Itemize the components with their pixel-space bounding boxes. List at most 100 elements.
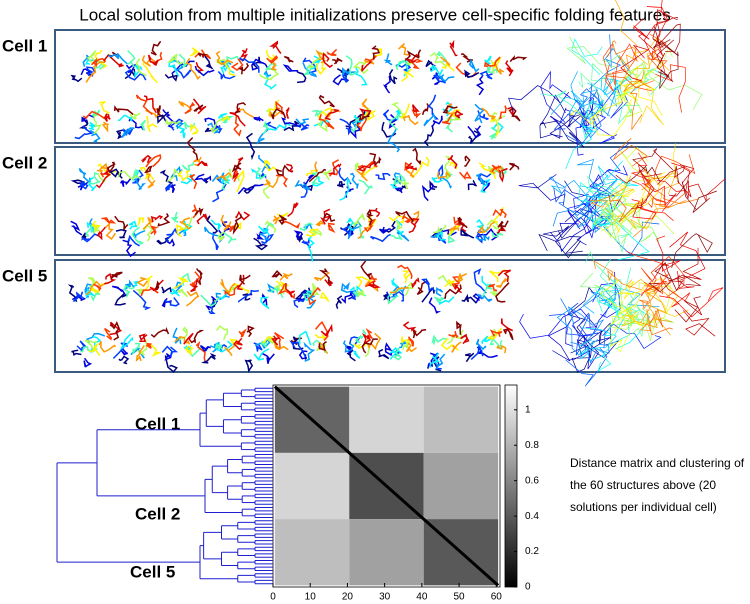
structure-trace xyxy=(607,305,651,350)
structure-trace xyxy=(168,288,180,297)
structure-trace xyxy=(551,176,589,208)
structure-trace xyxy=(240,48,249,62)
structure-trace xyxy=(180,173,194,185)
structure-trace xyxy=(416,280,428,296)
structure-trace xyxy=(509,162,520,171)
structure-trace xyxy=(582,286,616,314)
structure-trace xyxy=(467,179,478,191)
structure-trace xyxy=(392,290,405,302)
structure-trace xyxy=(314,333,328,341)
structure-trace xyxy=(479,70,493,80)
structure-trace xyxy=(653,23,681,52)
structure-trace xyxy=(298,330,312,346)
structure-trace xyxy=(195,340,206,362)
structure-trace xyxy=(326,48,338,56)
structure-trace xyxy=(170,184,176,193)
structure-trace xyxy=(583,165,628,207)
structure-trace xyxy=(135,94,153,115)
x-tick-label: 60 xyxy=(491,592,503,603)
structure-trace xyxy=(587,78,618,108)
structure-trace xyxy=(236,274,245,291)
structure-trace xyxy=(361,338,378,354)
structure-trace xyxy=(350,118,359,134)
structure-trace xyxy=(407,210,420,223)
structure-trace xyxy=(646,177,699,204)
structure-trace xyxy=(165,117,182,126)
structure-trace xyxy=(639,308,673,332)
structure-trace xyxy=(285,107,290,119)
structure-trace xyxy=(190,124,199,135)
heatmap-block xyxy=(349,519,424,586)
structure-trace xyxy=(352,61,369,75)
structure-trace xyxy=(364,55,377,63)
structure-trace xyxy=(341,290,354,304)
structure-trace xyxy=(345,186,354,198)
structure-trace xyxy=(261,352,275,364)
structure-trace xyxy=(74,125,94,140)
structure-trace xyxy=(71,349,82,357)
structure-trace xyxy=(485,327,502,340)
structure-trace xyxy=(132,229,146,238)
structure-trace xyxy=(302,62,318,78)
structure-trace xyxy=(231,162,242,173)
structure-trace xyxy=(490,165,508,178)
structure-trace xyxy=(89,129,101,143)
structure-trace xyxy=(269,40,282,54)
structure-trace xyxy=(139,119,147,131)
structure-trace xyxy=(674,296,703,323)
structure-trace xyxy=(429,52,447,67)
structure-trace xyxy=(440,56,451,67)
structure-trace xyxy=(390,234,403,241)
structure-trace xyxy=(176,169,190,182)
structure-trace xyxy=(429,352,440,368)
structure-trace xyxy=(488,126,499,140)
structure-trace xyxy=(109,168,123,179)
structure-trace xyxy=(122,239,136,258)
structure-trace xyxy=(83,283,93,299)
structure-trace xyxy=(411,107,422,119)
structure-trace xyxy=(161,286,172,294)
structure-trace xyxy=(549,124,582,144)
structure-trace xyxy=(67,284,78,303)
structure-trace xyxy=(200,352,216,364)
structure-trace xyxy=(95,170,112,189)
structure-trace xyxy=(489,117,500,138)
structure-trace xyxy=(591,62,634,90)
structure-trace xyxy=(110,271,123,280)
structure-trace xyxy=(72,291,84,303)
structure-trace xyxy=(496,277,509,288)
structure-trace xyxy=(478,162,497,180)
structure-trace xyxy=(146,342,153,349)
structure-trace xyxy=(232,214,242,235)
structure-trace xyxy=(308,168,327,183)
structure-trace xyxy=(607,193,659,230)
structure-trace xyxy=(346,217,355,232)
structure-trace xyxy=(275,100,284,115)
panel-label: Cell 5 xyxy=(2,266,47,285)
structure-trace xyxy=(322,212,336,223)
structure-trace xyxy=(609,316,630,353)
structure-trace xyxy=(177,288,189,298)
colorbar xyxy=(504,384,518,588)
structure-trace xyxy=(276,174,288,188)
structure-trace xyxy=(509,107,521,122)
structure-trace xyxy=(295,118,309,125)
structure-trace xyxy=(196,160,208,167)
structure-trace xyxy=(617,222,633,254)
structure-trace xyxy=(136,217,145,227)
structure-trace xyxy=(659,51,679,89)
structure-trace xyxy=(270,59,277,71)
structure-trace xyxy=(574,200,616,223)
structure-trace xyxy=(632,18,657,52)
structure-trace xyxy=(267,283,276,293)
structure-trace xyxy=(191,204,199,219)
structure-trace xyxy=(366,332,382,351)
structure-trace xyxy=(599,258,618,306)
structure-trace xyxy=(172,327,182,345)
structure-trace xyxy=(668,164,695,199)
structure-trace xyxy=(576,339,620,359)
structure-trace xyxy=(396,230,410,242)
structure-trace xyxy=(421,182,435,202)
structure-trace xyxy=(124,68,147,81)
structure-trace xyxy=(165,227,178,243)
